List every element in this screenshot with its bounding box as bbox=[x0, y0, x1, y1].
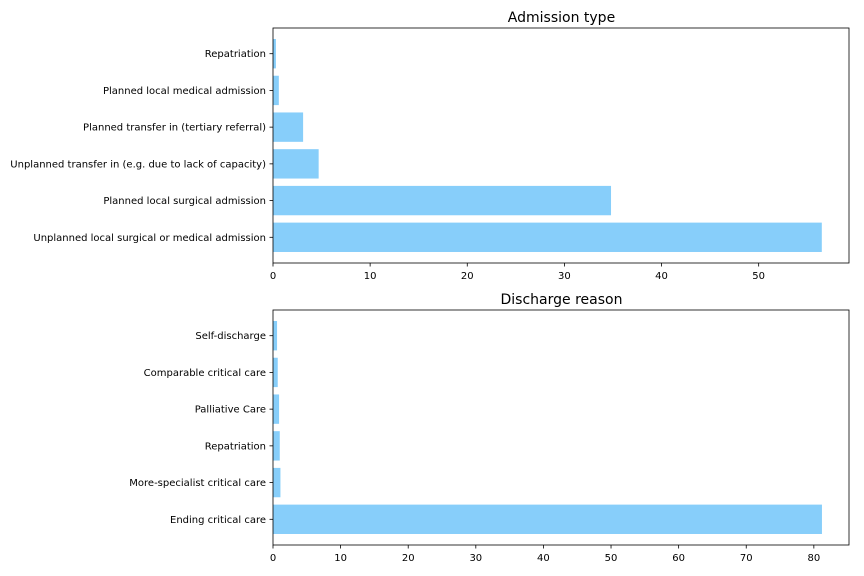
x-tick-label: 30 bbox=[469, 553, 482, 564]
x-tick-label: 10 bbox=[334, 553, 347, 564]
bar bbox=[273, 467, 281, 498]
bar bbox=[273, 149, 319, 179]
y-tick-label: Unplanned local surgical or medical admi… bbox=[33, 233, 266, 244]
bar bbox=[273, 222, 822, 252]
x-tick-label: 40 bbox=[537, 553, 550, 564]
plot-frame bbox=[272, 27, 850, 264]
bar bbox=[273, 185, 612, 216]
x-tick-label: 20 bbox=[461, 271, 474, 282]
x-tick-label: 50 bbox=[605, 553, 618, 564]
y-tick-label: Planned local surgical admission bbox=[103, 196, 266, 207]
x-tick-label: 40 bbox=[655, 271, 668, 282]
plot-frame bbox=[272, 309, 850, 546]
bar bbox=[273, 112, 304, 142]
y-tick-label: Self-discharge bbox=[195, 331, 266, 342]
bar bbox=[273, 394, 280, 424]
x-tick-label: 60 bbox=[672, 553, 685, 564]
x-tick-label: 80 bbox=[807, 553, 820, 564]
y-tick-label: Palliative Care bbox=[195, 405, 266, 416]
x-tick-label: 70 bbox=[740, 553, 753, 564]
bar bbox=[273, 357, 278, 388]
x-tick-label: 0 bbox=[270, 553, 276, 564]
x-tick-label: 0 bbox=[270, 271, 276, 282]
chart-title: Discharge reason bbox=[501, 292, 623, 308]
y-tick-label: Comparable critical care bbox=[144, 368, 266, 379]
admission-type-chart: Admission type Repatriation Planned local… bbox=[10, 10, 850, 282]
x-tick-label: 10 bbox=[364, 271, 377, 282]
y-tick-label: Repatriation bbox=[205, 49, 266, 60]
x-tick-label: 20 bbox=[402, 553, 415, 564]
y-tick-label: Unplanned transfer in (e.g. due to lack … bbox=[10, 159, 266, 170]
chart-title: Admission type bbox=[508, 10, 615, 26]
bar bbox=[273, 321, 278, 351]
y-tick-label: Ending critical care bbox=[170, 515, 266, 526]
bar bbox=[273, 39, 276, 69]
y-tick-label: Planned local medical admission bbox=[103, 86, 266, 97]
y-tick-label: More-specialist critical care bbox=[129, 478, 266, 489]
x-tick-label: 30 bbox=[558, 271, 571, 282]
y-tick-label: Repatriation bbox=[205, 441, 266, 452]
discharge-reason-chart: Discharge reason Self-discharge Comparabl… bbox=[129, 292, 850, 564]
bar bbox=[273, 504, 822, 534]
bar bbox=[273, 431, 280, 461]
x-tick-label: 50 bbox=[752, 271, 765, 282]
y-tick-label: Planned transfer in (tertiary referral) bbox=[83, 123, 266, 134]
bar bbox=[273, 75, 279, 106]
